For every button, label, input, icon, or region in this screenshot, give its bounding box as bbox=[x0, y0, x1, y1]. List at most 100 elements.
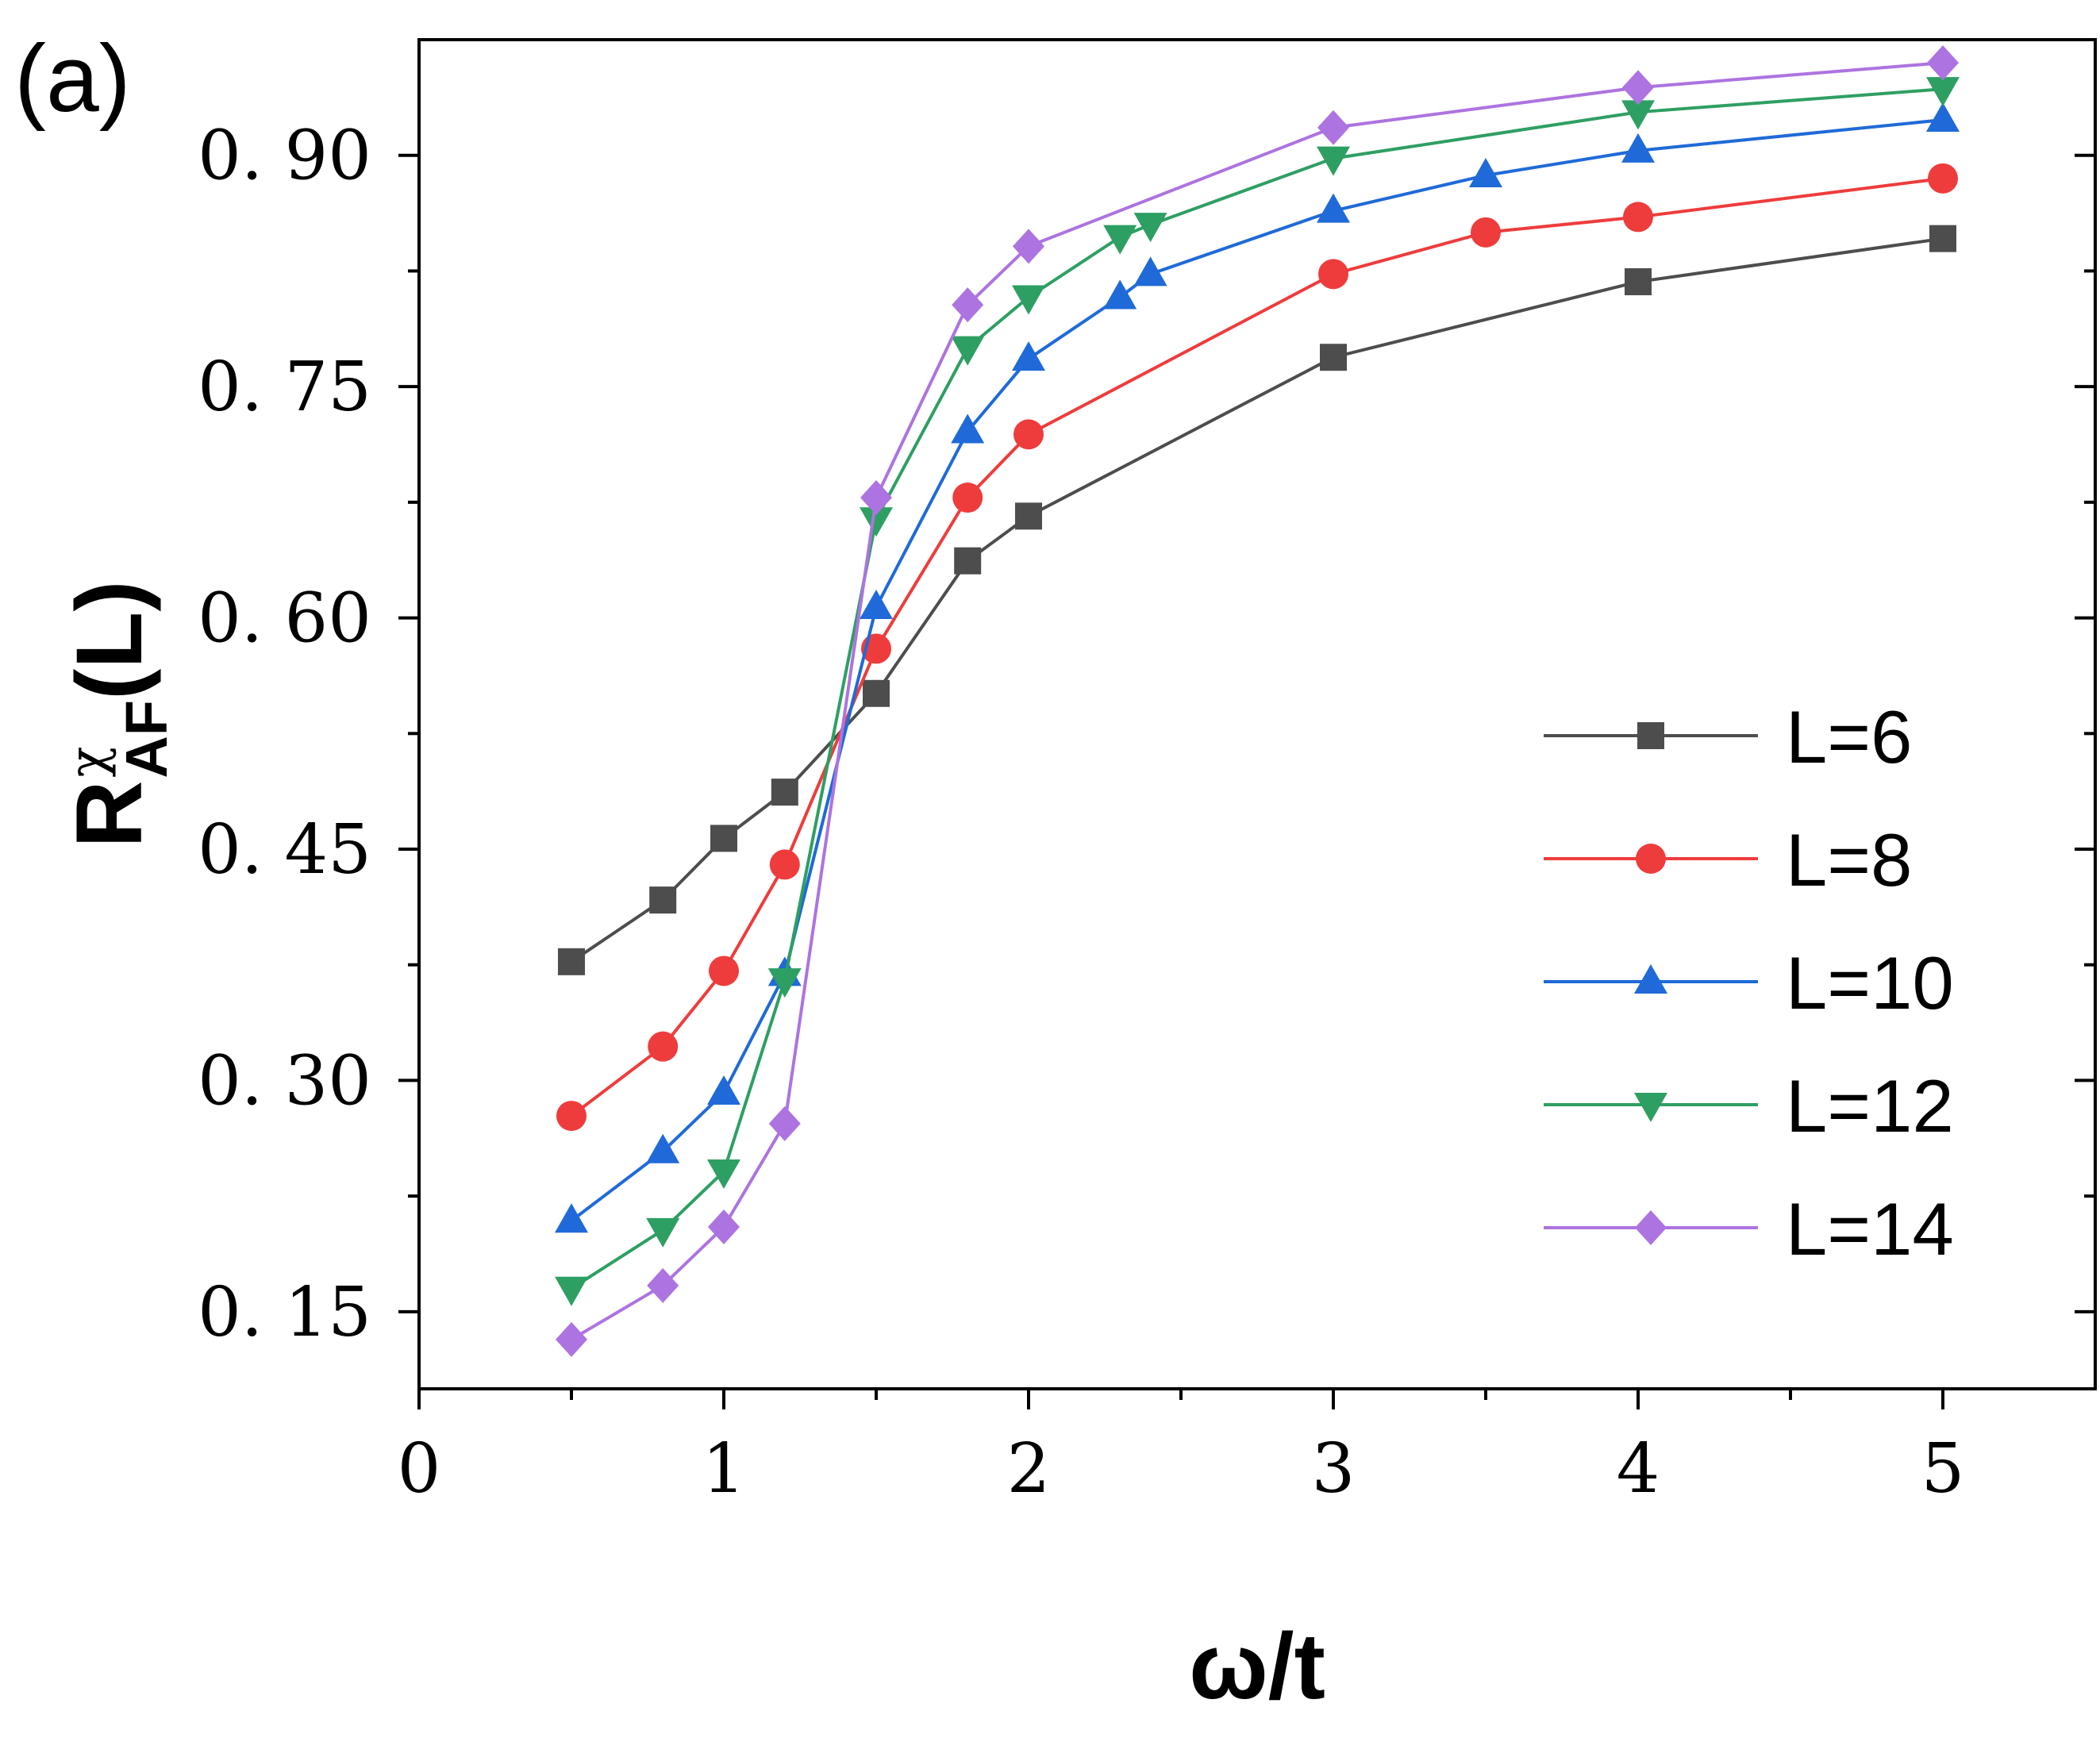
data-point bbox=[1318, 259, 1348, 290]
legend-item: L=10 bbox=[1544, 941, 1954, 1025]
data-point bbox=[767, 968, 802, 998]
data-point bbox=[556, 1101, 587, 1132]
y-axis-label-suffix: (L) bbox=[57, 580, 162, 700]
data-point bbox=[1621, 100, 1655, 130]
data-point bbox=[1317, 146, 1350, 176]
svg-text:RχAF(L): RχAF(L) bbox=[57, 580, 179, 848]
series-line bbox=[570, 61, 1944, 1341]
series-line bbox=[570, 118, 1944, 1222]
x-tick-label: 1 bbox=[702, 1429, 746, 1509]
data-point bbox=[647, 1267, 679, 1303]
data-point bbox=[1469, 157, 1502, 187]
series-L=10 bbox=[555, 102, 1960, 1233]
x-tick-label: 4 bbox=[1617, 1429, 1660, 1509]
series-L=8 bbox=[556, 163, 1958, 1132]
legend-item: L=6 bbox=[1544, 695, 1912, 779]
legend-item: L=14 bbox=[1544, 1187, 1954, 1271]
data-point bbox=[860, 589, 893, 619]
legend-marker bbox=[1637, 722, 1664, 749]
series-line bbox=[570, 87, 1944, 1290]
data-point bbox=[1320, 344, 1347, 371]
y-tick-label: 0. 90 bbox=[198, 117, 371, 196]
data-point bbox=[1103, 279, 1137, 310]
data-point bbox=[768, 1105, 801, 1141]
data-point bbox=[860, 507, 893, 537]
y-axis-label-base: R bbox=[57, 780, 162, 848]
legend-item: L=8 bbox=[1544, 818, 1912, 902]
data-point bbox=[1133, 256, 1167, 286]
data-point bbox=[863, 679, 890, 707]
data-point bbox=[1471, 217, 1501, 248]
legend-label: L=6 bbox=[1786, 695, 1912, 779]
series-layer bbox=[555, 45, 1960, 1357]
data-point bbox=[1928, 163, 1958, 194]
y-tick-label: 0. 45 bbox=[198, 810, 371, 890]
data-point bbox=[1926, 77, 1960, 107]
legend-label: L=12 bbox=[1786, 1064, 1954, 1148]
x-tick-label: 0 bbox=[398, 1429, 441, 1509]
y-tick-label: 0. 60 bbox=[198, 579, 371, 659]
data-point bbox=[952, 483, 983, 513]
legend-marker bbox=[1636, 844, 1666, 874]
data-point bbox=[558, 948, 585, 975]
data-point bbox=[1929, 225, 1956, 252]
data-point bbox=[1013, 419, 1044, 450]
data-point bbox=[771, 779, 798, 806]
data-point bbox=[951, 413, 985, 444]
data-point bbox=[710, 825, 737, 852]
tick-labels: 0 1 2 3 4 5 0. 15 0. 30 0. 45 0. 60 0. 75 0. 90 bbox=[198, 117, 1964, 1509]
data-point bbox=[1013, 229, 1044, 264]
panel-label: (a) bbox=[14, 25, 131, 132]
y-axis-label: RχAF(L) bbox=[57, 580, 179, 848]
data-point bbox=[1133, 213, 1167, 243]
data-point bbox=[1926, 102, 1960, 133]
y-tick-label: 0. 15 bbox=[198, 1273, 371, 1352]
data-point bbox=[648, 1031, 679, 1062]
y-axis-label-superscript: χ bbox=[59, 747, 117, 778]
series-L=12 bbox=[555, 77, 1960, 1306]
legend-marker bbox=[1634, 964, 1667, 994]
data-point bbox=[1015, 502, 1042, 530]
legend-marker bbox=[1634, 1093, 1667, 1122]
series-L=6 bbox=[558, 225, 1956, 975]
data-point bbox=[556, 1321, 587, 1357]
data-point bbox=[954, 547, 982, 575]
axis-ticks bbox=[398, 153, 2095, 1409]
data-point bbox=[1012, 341, 1045, 371]
data-point bbox=[709, 956, 739, 986]
legend: L=6 L=8 L=10 L=12 L=14 bbox=[1544, 695, 1954, 1271]
data-point bbox=[1927, 45, 1959, 81]
data-point bbox=[1625, 268, 1652, 296]
legend-label: L=10 bbox=[1786, 941, 1954, 1025]
x-tick-label: 5 bbox=[1921, 1429, 1965, 1509]
legend-item: L=12 bbox=[1544, 1064, 1954, 1148]
data-point bbox=[707, 1075, 740, 1105]
plot-frame bbox=[417, 38, 2097, 1390]
data-point bbox=[769, 849, 800, 880]
data-point bbox=[1317, 110, 1349, 145]
data-point bbox=[1623, 202, 1653, 233]
data-point bbox=[555, 1276, 588, 1306]
data-point bbox=[646, 1217, 680, 1248]
series-line bbox=[570, 236, 1944, 963]
data-point bbox=[860, 480, 892, 516]
series-L=14 bbox=[556, 45, 1959, 1357]
x-tick-label: 3 bbox=[1312, 1429, 1356, 1509]
data-point bbox=[646, 1133, 680, 1163]
data-point bbox=[1622, 70, 1654, 106]
y-tick-label: 0. 75 bbox=[198, 348, 371, 427]
data-point bbox=[1317, 193, 1350, 223]
x-tick-label: 2 bbox=[1007, 1429, 1051, 1509]
data-point bbox=[708, 1209, 740, 1244]
legend-marker bbox=[1635, 1210, 1667, 1245]
data-point bbox=[1621, 133, 1655, 163]
x-axis-label: ω/t bbox=[1189, 1614, 1325, 1719]
data-point bbox=[951, 336, 985, 366]
legend-label: L=14 bbox=[1786, 1187, 1954, 1271]
data-point bbox=[1103, 225, 1137, 255]
data-point bbox=[555, 1203, 588, 1233]
data-point bbox=[707, 1159, 740, 1190]
legend-label: L=8 bbox=[1786, 818, 1912, 902]
y-axis-label-subscript: AF bbox=[113, 700, 179, 779]
